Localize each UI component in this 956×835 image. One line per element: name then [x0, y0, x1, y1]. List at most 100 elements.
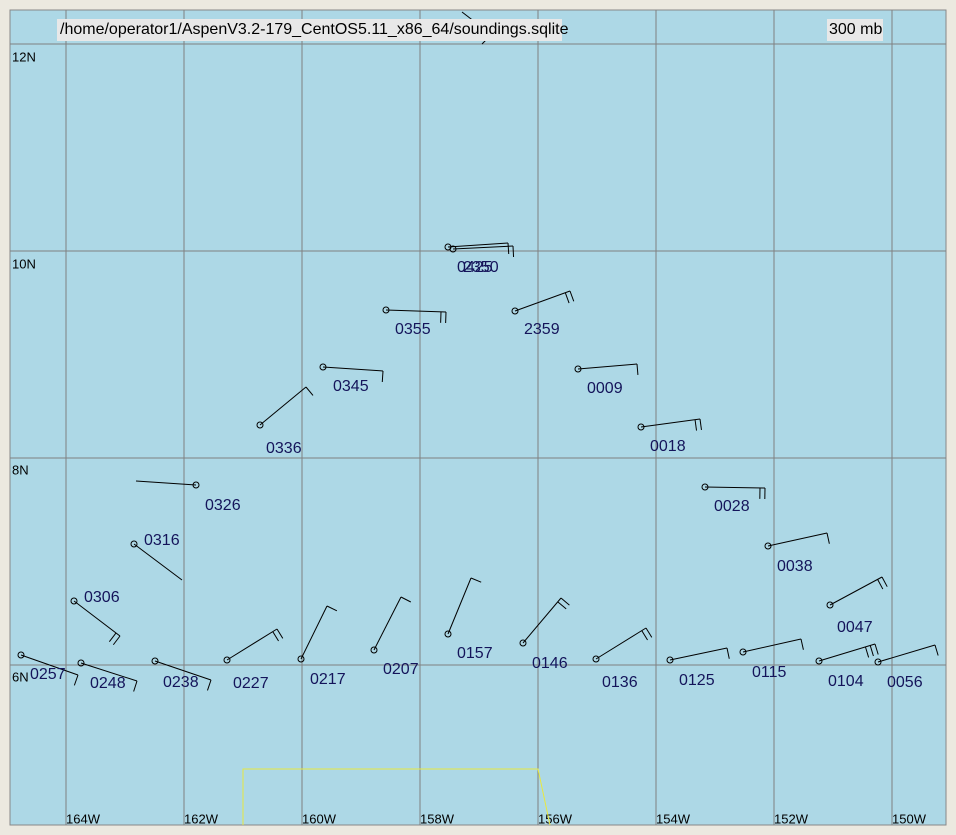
wind-barb: 0257	[17, 651, 79, 686]
station-label: 0136	[602, 674, 638, 691]
barb-tick	[272, 631, 279, 642]
barb-shaft	[373, 596, 402, 651]
wind-barb: 2350	[449, 245, 515, 276]
barb-shaft	[447, 577, 472, 635]
wind-barb: 0316	[130, 532, 183, 581]
lat-label: 12N	[12, 49, 36, 64]
barb-shaft	[877, 644, 936, 663]
sounding-point	[764, 542, 772, 550]
barb-tick	[276, 628, 284, 639]
barb-tick	[326, 605, 338, 612]
sounding-point	[444, 630, 452, 638]
station-label: 0146	[532, 655, 568, 672]
barb-shaft	[226, 628, 278, 661]
wind-barb: 0125	[666, 647, 730, 689]
barb-tick	[699, 418, 702, 430]
wind-barb: 0136	[592, 627, 653, 691]
map-area	[9, 9, 947, 826]
wind-barb: 0217	[297, 605, 346, 688]
lon-label: 162W	[184, 811, 219, 826]
barb-tick	[826, 532, 830, 544]
barb-shaft	[452, 245, 514, 250]
barb-shaft	[742, 638, 802, 653]
barb-shaft	[447, 242, 509, 248]
barb-tick	[381, 370, 384, 383]
station-label: 0104	[828, 673, 864, 690]
wind-barb: 0248	[77, 659, 138, 692]
wind-barb: 0146	[519, 597, 570, 672]
wind-barb: 0306	[70, 589, 121, 646]
barb-tick	[877, 579, 884, 590]
lon-label: 154W	[656, 811, 691, 826]
barb-shaft	[154, 660, 212, 681]
wind-barb: 0018	[637, 418, 702, 455]
barb-tick	[206, 679, 212, 691]
sounding-point	[519, 639, 527, 647]
wind-barb: 0157	[444, 577, 493, 662]
lon-label: 158W	[420, 811, 455, 826]
station-label: 0345	[333, 378, 369, 395]
barb-tick	[470, 577, 482, 583]
barb-shaft	[300, 605, 328, 660]
wind-barb: 0345	[319, 363, 384, 395]
barb-shaft	[522, 597, 562, 644]
sounding-point	[739, 648, 747, 656]
station-label: 0018	[650, 438, 686, 455]
station-label: 0125	[679, 672, 715, 689]
barb-shaft	[385, 309, 447, 313]
station-label: 0336	[266, 440, 302, 457]
station-label: 0248	[90, 675, 126, 692]
barb-tick	[694, 419, 698, 431]
barb-tick	[881, 576, 888, 587]
lon-label: 164W	[66, 811, 101, 826]
wind-barb: 0355	[382, 306, 447, 338]
wind-barb: 0104	[815, 643, 879, 690]
barb-tick	[133, 680, 138, 692]
station-label: 0047	[837, 619, 873, 636]
station-label: 0238	[163, 674, 199, 691]
station-label: 2350	[463, 259, 499, 276]
sounding-point	[77, 659, 85, 667]
sounding-point	[256, 421, 264, 429]
barb-tick	[569, 290, 575, 302]
level-box	[827, 19, 883, 41]
barb-shaft	[133, 543, 183, 581]
barb-shaft	[669, 647, 728, 661]
barb-shaft	[829, 576, 883, 606]
station-label: 0227	[233, 675, 269, 692]
barb-shaft	[767, 532, 828, 547]
wind-barb: 0009	[574, 363, 639, 397]
lon-label: 156W	[538, 811, 573, 826]
barb-tick	[874, 643, 879, 655]
barb-tick	[864, 646, 870, 658]
wind-barb: 0028	[701, 483, 766, 515]
wind-barb: 0227	[223, 628, 284, 692]
barb-shaft	[595, 627, 647, 660]
barb-tick	[564, 292, 570, 304]
sounding-point	[370, 646, 378, 654]
wind-barb: 2359	[511, 290, 575, 338]
wind-barb: 0238	[151, 657, 212, 691]
lon-label: 160W	[302, 811, 337, 826]
barb-shaft	[73, 600, 121, 637]
station-label: 0217	[310, 671, 346, 688]
barb-shaft	[514, 290, 571, 312]
station-label: 0425	[457, 259, 493, 276]
station-label: 0355	[395, 321, 431, 338]
station-label: 0326	[205, 497, 241, 514]
barb-tick	[934, 644, 939, 656]
sounding-point	[511, 307, 519, 315]
barb-tick	[305, 386, 314, 396]
sounding-point	[874, 658, 882, 666]
barb-tick	[560, 597, 570, 606]
barb-tick	[507, 242, 510, 255]
sounding-point	[130, 540, 138, 548]
sounding-point	[666, 656, 674, 664]
wind-barb: 0326	[135, 480, 241, 514]
lat-label: 8N	[12, 462, 29, 477]
station-label: 0028	[714, 498, 750, 515]
sounding-point	[223, 656, 231, 664]
barb-shaft	[818, 643, 876, 662]
